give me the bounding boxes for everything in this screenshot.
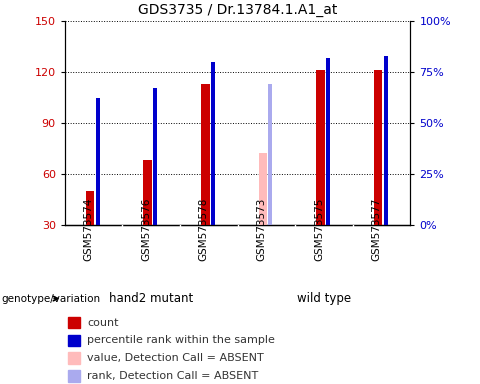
Text: GSM573574: GSM573574 <box>84 198 94 261</box>
Bar <box>68 353 80 364</box>
Bar <box>86 191 95 225</box>
Bar <box>201 84 210 225</box>
Text: genotype/variation: genotype/variation <box>1 293 100 304</box>
Text: percentile rank within the sample: percentile rank within the sample <box>87 335 275 345</box>
Text: GSM573575: GSM573575 <box>314 198 324 261</box>
Bar <box>384 56 388 225</box>
Bar <box>68 370 80 382</box>
Bar <box>326 58 330 225</box>
Bar <box>374 70 383 225</box>
Text: GSM573576: GSM573576 <box>141 198 151 261</box>
Bar <box>153 88 157 225</box>
Bar <box>316 70 325 225</box>
Text: GSM573577: GSM573577 <box>372 198 382 261</box>
Bar <box>268 84 273 225</box>
Title: GDS3735 / Dr.13784.1.A1_at: GDS3735 / Dr.13784.1.A1_at <box>138 3 337 17</box>
Bar <box>68 317 80 328</box>
Bar <box>144 160 152 225</box>
Text: rank, Detection Call = ABSENT: rank, Detection Call = ABSENT <box>87 371 259 381</box>
Bar <box>96 98 100 225</box>
Bar <box>211 62 215 225</box>
Text: GSM573578: GSM573578 <box>199 198 209 261</box>
Bar <box>68 335 80 346</box>
Text: hand2 mutant: hand2 mutant <box>109 292 193 305</box>
Text: GSM573573: GSM573573 <box>256 198 266 261</box>
Text: value, Detection Call = ABSENT: value, Detection Call = ABSENT <box>87 353 264 363</box>
Bar <box>259 154 267 225</box>
Text: wild type: wild type <box>297 292 351 305</box>
Text: count: count <box>87 318 119 328</box>
